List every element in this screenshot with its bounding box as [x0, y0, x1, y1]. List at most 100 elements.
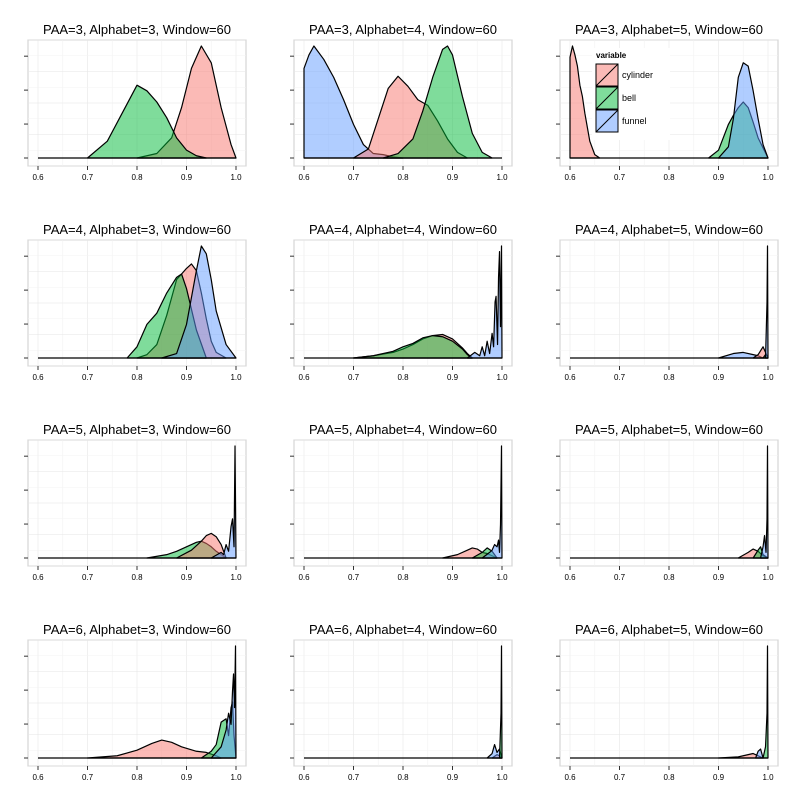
x-tick-label: 1.0	[496, 173, 508, 182]
x-tick-label: 0.7	[348, 173, 360, 182]
x-tick-label: 0.6	[564, 173, 576, 182]
x-tick-label: 0.6	[564, 773, 576, 782]
x-tick-label: 0.8	[397, 773, 409, 782]
facet-panel-2: PAA=3, Alphabet=4, Window=60 0.6 0.7 0.8 0.9…	[290, 22, 513, 182]
x-tick-label: 0.7	[348, 773, 360, 782]
facet-panel-5: PAA=4, Alphabet=4, Window=60 0.6 0.7 0.8 0.9…	[290, 222, 513, 382]
x-tick-label: 0.8	[663, 573, 675, 582]
facet-panel-3: PAA=3, Alphabet=5, Window=60 0.6 0.7 0.8 0.9…	[556, 22, 779, 182]
x-tick-label: 0.9	[447, 773, 459, 782]
x-tick-label: 0.7	[348, 573, 360, 582]
x-tick-label: 1.0	[762, 773, 774, 782]
facet-panel-8: PAA=5, Alphabet=4, Window=60 0.6 0.7 0.8 0.9…	[290, 422, 513, 582]
x-tick-label: 1.0	[496, 373, 508, 382]
facet-panel-9: PAA=5, Alphabet=5, Window=60 0.6 0.7 0.8 0.9…	[556, 422, 779, 582]
legend-label-cylinder: cylinder	[622, 70, 653, 80]
x-tick-label: 0.8	[663, 373, 675, 382]
x-tick-label: 0.6	[564, 573, 576, 582]
x-tick-label: 0.7	[348, 373, 360, 382]
x-tick-label: 0.9	[713, 573, 725, 582]
x-tick-label: 0.7	[614, 173, 626, 182]
facet-panel-11: PAA=6, Alphabet=4, Window=60 0.6 0.7 0.8 0.9…	[290, 622, 513, 782]
x-tick-label: 0.6	[298, 373, 310, 382]
x-tick-label: 0.6	[32, 573, 44, 582]
facet-title: PAA=3, Alphabet=5, Window=60	[575, 22, 763, 37]
x-tick-label: 1.0	[762, 373, 774, 382]
grid	[560, 439, 778, 567]
legend-label-funnel: funnel	[622, 116, 647, 126]
legend-label-bell: bell	[622, 93, 636, 103]
x-tick-label: 0.7	[614, 573, 626, 582]
x-tick-label: 0.6	[32, 173, 44, 182]
x-tick-label: 0.7	[82, 573, 94, 582]
x-tick-label: 0.8	[131, 373, 143, 382]
x-tick-label: 1.0	[230, 373, 242, 382]
x-tick-label: 0.9	[447, 173, 459, 182]
x-tick-label: 1.0	[762, 573, 774, 582]
x-tick-label: 0.9	[447, 573, 459, 582]
x-tick-label: 1.0	[230, 573, 242, 582]
x-tick-label: 0.8	[131, 773, 143, 782]
facet-title: PAA=4, Alphabet=3, Window=60	[43, 222, 231, 237]
facet-title: PAA=3, Alphabet=4, Window=60	[309, 22, 497, 37]
x-tick-label: 0.9	[713, 373, 725, 382]
x-tick-label: 1.0	[230, 173, 242, 182]
facet-panel-1: PAA=3, Alphabet=3, Window=60 0.6 0.7 0.8 0.9…	[24, 22, 247, 182]
legend-title: variable	[596, 51, 627, 60]
facet-panel-10: PAA=6, Alphabet=3, Window=60 0.6 0.7 0.8 0.9…	[24, 622, 247, 782]
facet-panel-4: PAA=4, Alphabet=3, Window=60 0.6 0.7 0.8 0.9…	[24, 222, 247, 382]
x-tick-label: 0.8	[131, 573, 143, 582]
x-tick-label: 1.0	[762, 173, 774, 182]
x-tick-label: 0.9	[181, 173, 193, 182]
x-tick-label: 0.8	[397, 573, 409, 582]
grid	[28, 439, 246, 567]
legend: variable cylinder bell funnel	[592, 48, 670, 140]
x-tick-label: 0.6	[298, 573, 310, 582]
x-tick-label: 0.9	[181, 573, 193, 582]
density-area-funnel	[210, 645, 237, 759]
facet-panel-6: PAA=4, Alphabet=5, Window=60 0.6 0.7 0.8 0.9…	[556, 222, 779, 382]
facet-title: PAA=4, Alphabet=4, Window=60	[309, 222, 497, 237]
x-tick-label: 0.8	[131, 173, 143, 182]
facet-title: PAA=5, Alphabet=4, Window=60	[309, 422, 497, 437]
facet-panel-7: PAA=5, Alphabet=3, Window=60 0.6 0.7 0.8 0.9…	[24, 422, 247, 582]
facet-title: PAA=5, Alphabet=3, Window=60	[43, 422, 231, 437]
grid	[28, 639, 246, 767]
density-area-bell	[382, 45, 493, 159]
x-tick-label: 1.0	[496, 773, 508, 782]
density-area-funnel	[210, 445, 237, 559]
facet-title: PAA=6, Alphabet=4, Window=60	[309, 622, 497, 637]
density-area-funnel	[466, 245, 503, 359]
facet-title: PAA=6, Alphabet=3, Window=60	[43, 622, 231, 637]
legend-key-slash	[595, 109, 619, 133]
x-tick-label: 1.0	[496, 573, 508, 582]
x-tick-label: 0.9	[181, 373, 193, 382]
x-tick-label: 0.6	[32, 773, 44, 782]
x-tick-label: 0.7	[82, 173, 94, 182]
x-tick-label: 1.0	[230, 773, 242, 782]
x-tick-label: 0.8	[663, 173, 675, 182]
density-area-funnel	[759, 445, 769, 559]
facet-title: PAA=3, Alphabet=3, Window=60	[43, 22, 231, 37]
x-tick-label: 0.6	[32, 373, 44, 382]
x-tick-label: 0.6	[564, 373, 576, 382]
facet-title: PAA=6, Alphabet=5, Window=60	[575, 622, 763, 637]
x-tick-label: 0.7	[82, 373, 94, 382]
x-tick-label: 0.6	[298, 173, 310, 182]
x-tick-label: 0.8	[663, 773, 675, 782]
x-tick-label: 0.9	[181, 773, 193, 782]
x-tick-label: 0.8	[397, 373, 409, 382]
legend-key-slash	[595, 63, 619, 87]
density-area-funnel	[161, 245, 237, 359]
facet-panel-12: PAA=6, Alphabet=5, Window=60 0.6 0.7 0.8 0.9…	[556, 622, 779, 782]
x-tick-label: 0.9	[447, 373, 459, 382]
x-tick-label: 0.8	[397, 173, 409, 182]
x-tick-label: 0.9	[713, 773, 725, 782]
density-area-funnel	[481, 445, 503, 559]
x-tick-label: 0.6	[298, 773, 310, 782]
density-area-funnel	[717, 62, 769, 159]
x-tick-label: 0.7	[614, 373, 626, 382]
density-area-bell	[86, 84, 207, 159]
legend-key-slash	[595, 86, 619, 110]
